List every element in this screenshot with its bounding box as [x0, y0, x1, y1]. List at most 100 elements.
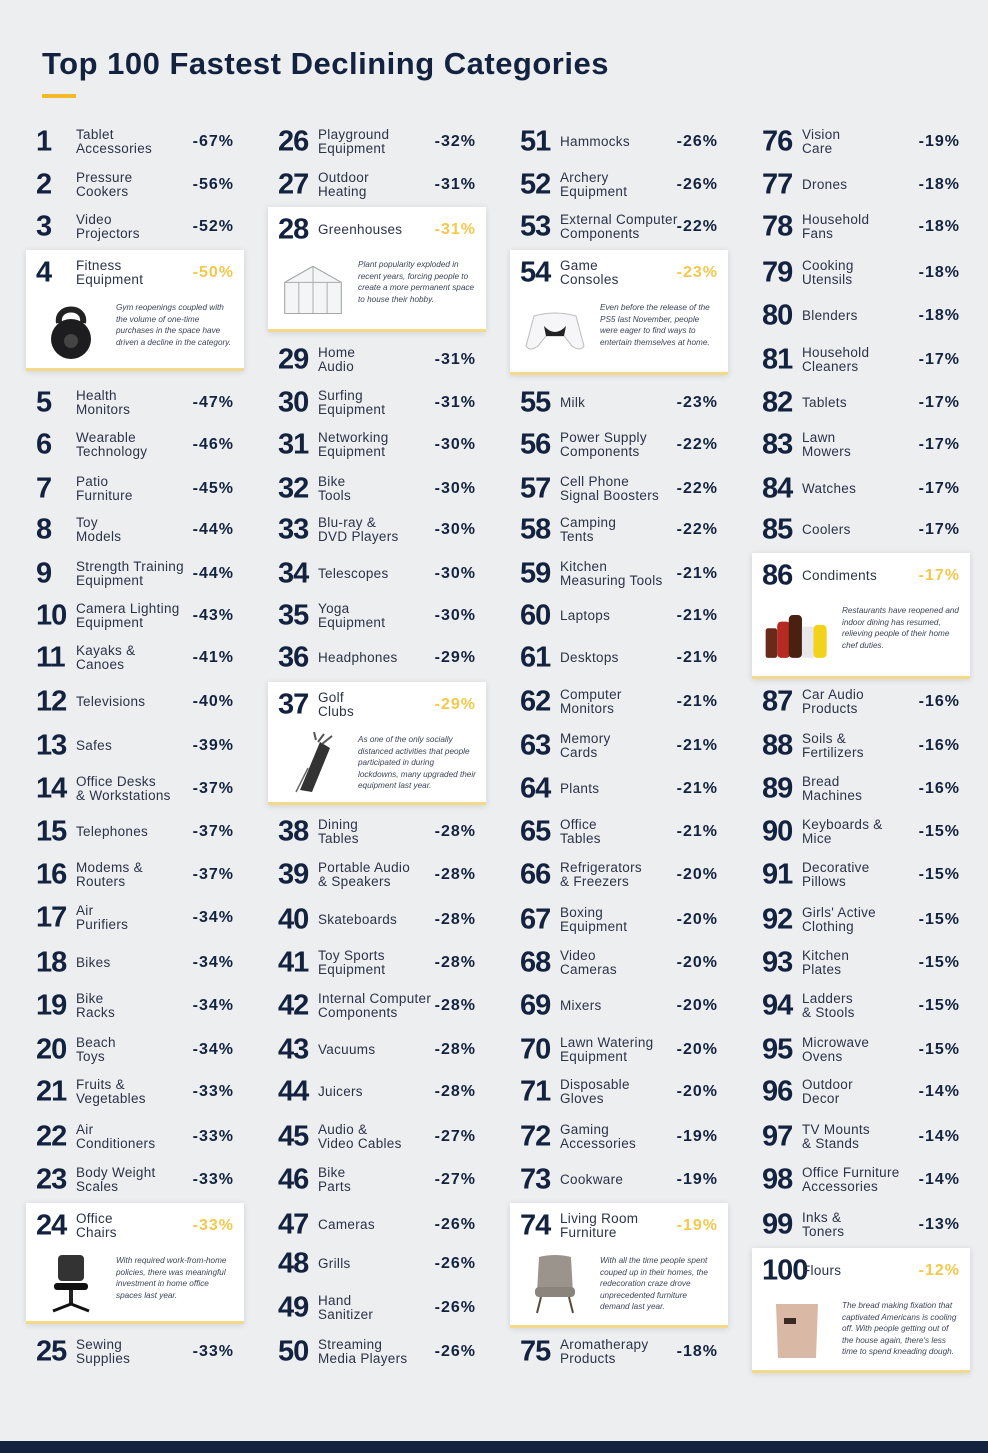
category-name: Safes: [76, 738, 113, 753]
percent-change: -22%: [676, 521, 718, 538]
percent-change: -19%: [918, 133, 960, 150]
percent-change: -14%: [918, 1083, 960, 1100]
category-name: Car Audio Products: [802, 687, 864, 716]
rank-number: 64: [520, 772, 551, 805]
list-item: 10 Camera Lighting Equipment -43%: [26, 596, 244, 636]
list-item: 84 Watches -17%: [752, 469, 970, 509]
list-item: 1 Tablet Accessories -67%: [26, 122, 244, 162]
list-item: 36 Headphones -29%: [268, 638, 486, 678]
golf-bag-icon: [280, 732, 346, 794]
category-name: Hand Sanitizer: [318, 1293, 374, 1322]
rank-number: 10: [36, 599, 67, 632]
list-item: 94 Ladders & Stools -15%: [752, 986, 970, 1026]
list-item: 61 Desktops -21%: [510, 638, 728, 678]
rank-number: 18: [36, 946, 67, 979]
list-item: 8 Toy Models -44%: [26, 510, 244, 550]
percent-change: -26%: [434, 1343, 476, 1360]
rank-number: 60: [520, 599, 551, 632]
category-name: Home Audio: [318, 345, 356, 374]
category-name: Toy Models: [76, 515, 122, 544]
rank-number: 100: [762, 1254, 808, 1287]
card-header: 37 Golf Clubs -29%: [268, 682, 486, 728]
rank-number: 69: [520, 989, 551, 1022]
percent-change: -23%: [676, 394, 718, 411]
rank-number: 50: [278, 1335, 309, 1368]
list-item: 58 Camping Tents -22%: [510, 510, 728, 550]
percent-change: -30%: [434, 565, 476, 582]
list-item: 14 Office Desks & Workstations -37%: [26, 769, 244, 809]
category-name: Aromatherapy Products: [560, 1337, 649, 1366]
highlight-card: 24 Office Chairs -33% With required work…: [26, 1203, 244, 1324]
rank-number: 19: [36, 989, 67, 1022]
category-name: Hammocks: [560, 134, 630, 149]
category-name: Ladders & Stools: [802, 991, 855, 1020]
category-name: Microwave Ovens: [802, 1035, 870, 1064]
rank-number: 14: [36, 772, 67, 805]
list-item: 95 Microwave Ovens -15%: [752, 1030, 970, 1070]
percent-change: -33%: [192, 1217, 234, 1234]
rank-number: 11: [36, 641, 66, 674]
rank-number: 98: [762, 1163, 793, 1196]
percent-change: -31%: [434, 176, 476, 193]
percent-change: -14%: [918, 1171, 960, 1188]
percent-change: -28%: [434, 823, 476, 840]
category-name: Office Furniture Accessories: [802, 1165, 900, 1194]
category-name: Desktops: [560, 650, 619, 665]
category-name: Camera Lighting Equipment: [76, 601, 180, 630]
rank-number: 57: [520, 472, 551, 505]
category-name: Body Weight Scales: [76, 1165, 156, 1194]
percent-change: -33%: [192, 1083, 234, 1100]
highlight-card: 54 Game Consoles -23% Even before the re…: [510, 250, 728, 375]
card-note: Even before the release of the PS5 last …: [600, 303, 710, 347]
highlight-card: 86 Condiments -17% Restaurants have reop…: [752, 553, 970, 679]
percent-change: -18%: [918, 264, 960, 281]
percent-change: -26%: [434, 1299, 476, 1316]
percent-change: -15%: [918, 911, 960, 928]
rank-number: 51: [520, 125, 551, 158]
category-name: Dining Tables: [318, 817, 359, 846]
card-note: As one of the only socially distanced ac…: [358, 735, 476, 790]
category-name: Inks & Toners: [802, 1210, 845, 1239]
rank-number: 27: [278, 168, 309, 201]
category-name: Golf Clubs: [318, 690, 355, 719]
percent-change: -26%: [434, 1216, 476, 1233]
rank-number: 97: [762, 1120, 793, 1153]
list-item: 78 Household Fans -18%: [752, 207, 970, 247]
percent-change: -34%: [192, 909, 234, 926]
flour-bag-icon: [764, 1298, 830, 1360]
category-name: Archery Equipment: [560, 170, 628, 199]
percent-change: -27%: [434, 1171, 476, 1188]
category-name: Fruits & Vegetables: [76, 1077, 146, 1106]
list-item: 65 Office Tables -21%: [510, 812, 728, 852]
rank-number: 87: [762, 685, 793, 718]
list-item: 46 Bike Parts -27%: [268, 1160, 486, 1200]
percent-change: -41%: [192, 649, 234, 666]
percent-change: -28%: [434, 911, 476, 928]
rank-number: 16: [36, 858, 67, 891]
list-item: 12 Televisions -40%: [26, 682, 244, 722]
percent-change: -15%: [918, 997, 960, 1014]
percent-change: -28%: [434, 1083, 476, 1100]
rank-number: 95: [762, 1033, 793, 1066]
rank-number: 61: [520, 641, 551, 674]
list-item: 77 Drones -18%: [752, 165, 970, 205]
category-name: Plants: [560, 781, 600, 796]
list-item: 48 Grills -26%: [268, 1244, 486, 1284]
category-name: Flours: [802, 1263, 842, 1278]
list-item: 32 Bike Tools -30%: [268, 469, 486, 509]
rank-number: 90: [762, 815, 793, 848]
rank-number: 77: [762, 168, 793, 201]
list-item: 88 Soils & Fertilizers -16%: [752, 726, 970, 766]
list-item: 90 Keyboards & Mice -15%: [752, 812, 970, 852]
list-item: 76 Vision Care -19%: [752, 122, 970, 162]
category-name: Kitchen Plates: [802, 948, 850, 977]
rank-number: 84: [762, 472, 793, 505]
list-item: 85 Coolers -17%: [752, 510, 970, 550]
card-note: With required work-from-home policies, t…: [116, 1256, 227, 1300]
list-item: 52 Archery Equipment -26%: [510, 165, 728, 205]
category-name: Streaming Media Players: [318, 1337, 408, 1366]
percent-change: -17%: [918, 394, 960, 411]
percent-change: -31%: [434, 351, 476, 368]
rank-number: 15: [36, 815, 67, 848]
card-note: Restaurants have reopened and indoor din…: [842, 606, 959, 650]
